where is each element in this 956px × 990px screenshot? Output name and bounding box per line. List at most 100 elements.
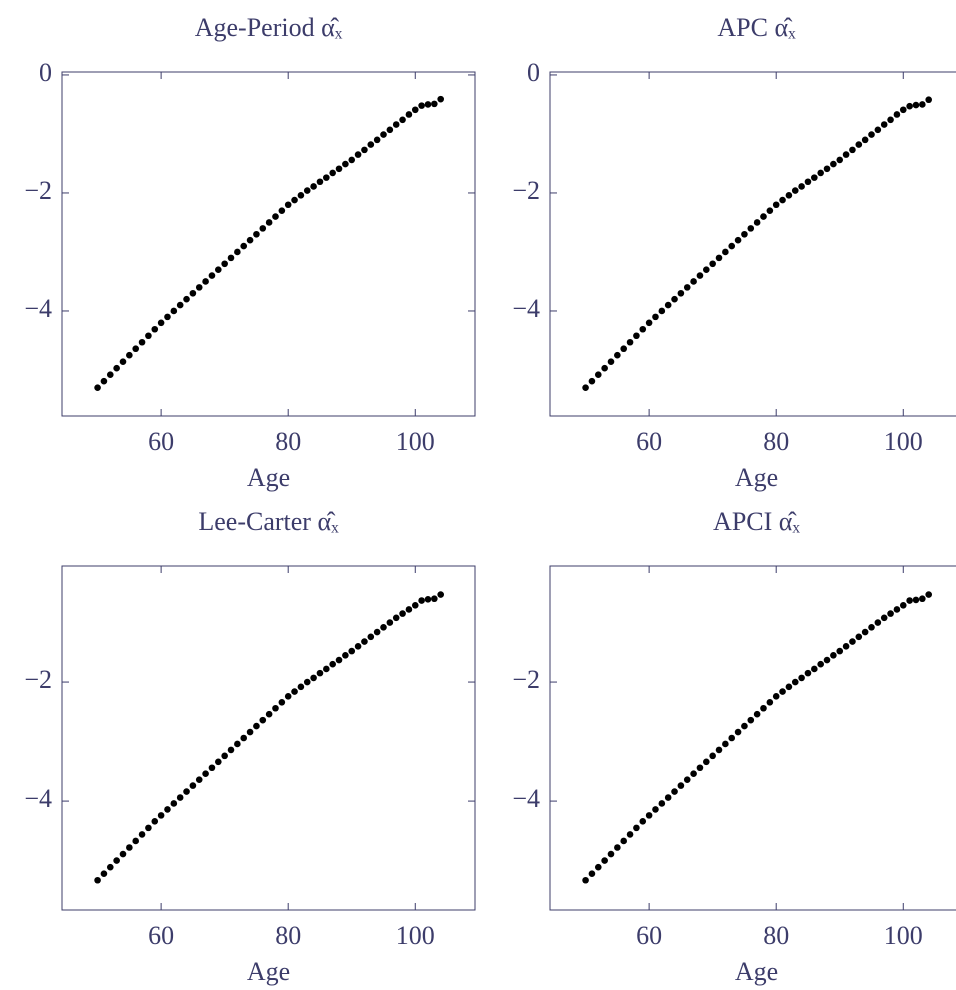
point — [386, 619, 394, 626]
point — [880, 614, 888, 622]
point — [246, 728, 254, 736]
point — [335, 165, 343, 173]
point — [297, 192, 305, 199]
point — [106, 371, 114, 378]
point — [138, 831, 146, 838]
plot-frame — [61, 565, 476, 911]
point — [126, 351, 133, 359]
point — [323, 665, 330, 673]
point — [874, 126, 882, 134]
point — [170, 800, 178, 807]
point — [741, 230, 748, 238]
x-tick-label: 100 — [396, 427, 435, 456]
subplot: APCI α̂ₓ 60 80 100 −4 −2 Age — [512, 507, 956, 986]
point — [106, 863, 114, 871]
point — [418, 102, 425, 109]
point — [119, 358, 127, 366]
point — [747, 716, 755, 724]
point — [342, 160, 349, 168]
point — [817, 169, 824, 177]
point — [253, 230, 260, 238]
point — [284, 201, 292, 209]
y-tick-label: −2 — [24, 665, 52, 694]
point — [582, 876, 589, 884]
point — [348, 647, 356, 655]
point — [594, 863, 602, 871]
x-axis-label: Age — [247, 957, 290, 986]
point — [887, 116, 894, 124]
point — [303, 187, 311, 194]
point — [316, 178, 324, 186]
point — [626, 338, 634, 346]
point — [766, 207, 774, 214]
point — [259, 225, 267, 232]
point — [234, 248, 241, 256]
point — [234, 740, 241, 748]
point — [195, 776, 203, 783]
point — [373, 628, 381, 636]
point — [791, 678, 799, 686]
point — [645, 319, 653, 327]
point — [747, 225, 755, 232]
point — [94, 876, 101, 884]
point — [906, 102, 913, 110]
point — [772, 201, 780, 209]
point — [215, 266, 222, 273]
point — [671, 788, 678, 795]
point — [709, 260, 716, 268]
x-tick-label: 80 — [275, 921, 301, 950]
point — [830, 160, 837, 168]
point — [164, 313, 171, 321]
y-tick-label: 0 — [39, 58, 52, 87]
point — [715, 746, 723, 754]
point — [626, 831, 634, 838]
subplot-title: APCI α̂ₓ — [713, 507, 800, 536]
point — [868, 131, 875, 138]
point — [323, 174, 330, 181]
point — [354, 151, 362, 158]
point — [386, 126, 394, 134]
point — [842, 151, 850, 158]
point — [195, 284, 203, 291]
point — [227, 746, 235, 754]
point — [240, 734, 248, 742]
point — [303, 678, 311, 686]
point — [639, 325, 647, 333]
point — [189, 289, 197, 297]
point — [804, 178, 812, 186]
point — [607, 850, 615, 858]
x-tick-label: 100 — [884, 427, 923, 456]
point — [798, 183, 805, 190]
point — [189, 782, 197, 789]
plot-frame — [549, 565, 956, 911]
point — [392, 121, 400, 128]
point — [151, 325, 159, 333]
point — [367, 633, 375, 641]
point — [100, 377, 108, 385]
point — [722, 248, 729, 256]
point — [259, 716, 267, 724]
x-tick-label: 60 — [636, 427, 662, 456]
point — [278, 698, 286, 706]
point — [380, 131, 387, 138]
point — [246, 236, 254, 244]
point — [367, 141, 375, 148]
point — [329, 169, 336, 177]
point — [658, 800, 666, 807]
point — [183, 295, 190, 303]
point — [361, 638, 368, 645]
point — [418, 597, 425, 604]
point — [842, 643, 850, 650]
point — [399, 610, 406, 617]
point — [329, 660, 336, 668]
point — [601, 857, 608, 864]
point — [703, 758, 710, 766]
point — [164, 806, 171, 813]
point — [855, 633, 863, 641]
x-axis-label: Age — [735, 957, 778, 986]
point — [405, 111, 413, 118]
point — [342, 651, 349, 659]
point — [278, 207, 286, 214]
point — [664, 301, 672, 309]
point — [683, 776, 691, 783]
